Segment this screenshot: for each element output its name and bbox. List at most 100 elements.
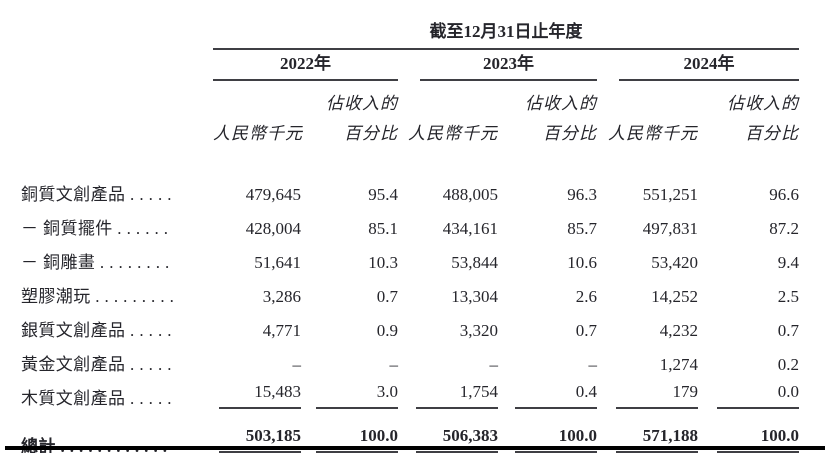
amount-2022: – — [292, 355, 302, 375]
revenue-breakdown-table: 截至12月31日止年度 2022年 2023年 2024年 佔收入的 佔收入的 … — [21, 12, 799, 453]
amount-2024: 14,252 — [651, 287, 698, 307]
amount-2024: 4,232 — [659, 321, 698, 341]
table-header-years-row: 2022年 2023年 2024年 — [21, 49, 799, 81]
amount-unit-header-2023: 人民幣千元 — [408, 124, 498, 144]
amount-unit-header-2024: 人民幣千元 — [608, 124, 698, 144]
amount-2022: 4,771 — [262, 321, 301, 341]
total-value: 100.0 — [316, 426, 398, 453]
pct-2024: 0.0 — [698, 379, 799, 409]
product-label: － 銅質擺件 . . . . . . — [21, 219, 169, 239]
amount-value: 15,483 — [219, 382, 301, 409]
pct-2023: 0.7 — [575, 321, 597, 341]
product-label: 黃金文創產品 . . . . . — [21, 355, 172, 375]
total-value: 503,185 — [219, 426, 301, 453]
pct-2024: 0.7 — [777, 321, 799, 341]
product-label: 銀質文創產品 . . . . . — [21, 321, 172, 341]
amount-2023: 488,005 — [442, 185, 498, 205]
total-value: 506,383 — [416, 426, 498, 453]
empty-cell — [21, 81, 213, 116]
pct-header-line2-2024: 百分比 — [745, 124, 799, 144]
year-column-2022: 2022年 — [213, 49, 398, 81]
pct-2024: 96.6 — [769, 185, 799, 205]
total-amount-2024: 571,188 — [597, 409, 698, 453]
pct-2022: 0.7 — [376, 287, 398, 307]
subheader-row-1: 佔收入的 佔收入的 佔收入的 — [21, 81, 799, 116]
pct-value: 0.4 — [515, 382, 597, 409]
spacer-row — [21, 147, 799, 175]
pct-2024: 87.2 — [769, 219, 799, 239]
amount-value: 179 — [616, 382, 698, 409]
amount-2023: 1,754 — [398, 379, 498, 409]
amount-2023: 434,161 — [442, 219, 498, 239]
table-row: 銀質文創產品 . . . . . 4,771 0.9 3,320 0.7 4,2… — [21, 311, 799, 345]
pct-2023: 2.6 — [575, 287, 597, 307]
pct-2023: 0.4 — [498, 379, 597, 409]
total-pct-2024: 100.0 — [698, 409, 799, 453]
pct-value: 3.0 — [316, 382, 398, 409]
year-2022-label: 2022年 — [213, 54, 398, 81]
amount-2024: 53,420 — [651, 253, 698, 273]
pct-header-line2-2022: 百分比 — [344, 124, 398, 144]
year-2024-label: 2024年 — [619, 54, 799, 81]
pct-header-line1-2024: 佔收入的 — [727, 94, 799, 114]
amount-2023: 53,844 — [451, 253, 498, 273]
year-2023-label: 2023年 — [420, 54, 597, 81]
amount-2022: 428,004 — [245, 219, 301, 239]
amount-2022: 51,641 — [254, 253, 301, 273]
pct-header-line1-2023: 佔收入的 — [525, 94, 597, 114]
amount-2024: 497,831 — [642, 219, 698, 239]
amount-2023: – — [489, 355, 499, 375]
empty-cell — [597, 81, 698, 116]
amount-2023: 3,320 — [459, 321, 498, 341]
table-header-period-row: 截至12月31日止年度 — [21, 12, 799, 50]
page-bottom-rule — [5, 446, 825, 450]
subheader-row-2: 人民幣千元 百分比 人民幣千元 百分比 人民幣千元 百分比 — [21, 116, 799, 147]
table-row: － 銅質擺件 . . . . . . 428,004 85.1 434,161 … — [21, 209, 799, 243]
table-row: － 銅雕畫 . . . . . . . . 51,641 10.3 53,844… — [21, 243, 799, 277]
product-label: 塑膠潮玩 . . . . . . . . . — [21, 287, 175, 307]
table-row: 銅質文創產品 . . . . . 479,645 95.4 488,005 96… — [21, 175, 799, 209]
total-value: 100.0 — [515, 426, 597, 453]
total-value: 571,188 — [616, 426, 698, 453]
table-row: 塑膠潮玩 . . . . . . . . . 3,286 0.7 13,304 … — [21, 277, 799, 311]
pct-2024: 2.5 — [777, 287, 799, 307]
pct-2023: 10.6 — [567, 253, 597, 273]
total-value: 100.0 — [717, 426, 799, 453]
amount-2022: 3,286 — [262, 287, 301, 307]
period-title: 截至12月31日止年度 — [213, 12, 799, 50]
total-amount-2023: 506,383 — [398, 409, 498, 453]
pct-header-line1-2022: 佔收入的 — [326, 94, 398, 114]
table-row: 木質文創產品 . . . . . 15,483 3.0 1,754 0.4 17… — [21, 379, 799, 409]
total-amount-2022: 503,185 — [213, 409, 301, 453]
product-label: － 銅雕畫 . . . . . . . . — [21, 253, 170, 273]
total-pct-2022: 100.0 — [301, 409, 398, 453]
amount-2024: 179 — [597, 379, 698, 409]
empty-cell — [21, 116, 213, 147]
pct-2023: 85.7 — [567, 219, 597, 239]
pct-value: 0.0 — [717, 382, 799, 409]
amount-2022: 479,645 — [245, 185, 301, 205]
pct-2022: 10.3 — [368, 253, 398, 273]
pct-2022: 0.9 — [376, 321, 398, 341]
year-column-2023: 2023年 — [398, 49, 597, 81]
pct-2024: 9.4 — [777, 253, 799, 273]
amount-2023: 13,304 — [451, 287, 498, 307]
empty-cell — [21, 49, 213, 81]
amount-2024: 1,274 — [659, 355, 698, 375]
pct-2022: 95.4 — [368, 185, 398, 205]
amount-unit-header-2022: 人民幣千元 — [213, 124, 303, 144]
empty-cell — [21, 12, 213, 49]
pct-2022: 85.1 — [368, 219, 398, 239]
pct-2022: – — [389, 355, 399, 375]
product-label: 木質文創產品 . . . . . — [21, 389, 172, 409]
total-pct-2023: 100.0 — [498, 409, 597, 453]
year-column-2024: 2024年 — [597, 49, 799, 81]
amount-value: 1,754 — [416, 382, 498, 409]
product-label: 銅質文創產品 . . . . . — [21, 185, 172, 205]
empty-cell — [213, 81, 301, 116]
pct-2023: 96.3 — [567, 185, 597, 205]
table: 截至12月31日止年度 2022年 2023年 2024年 佔收入的 佔收入的 … — [21, 12, 799, 453]
empty-cell — [21, 147, 799, 175]
pct-2024: 0.2 — [777, 355, 799, 375]
